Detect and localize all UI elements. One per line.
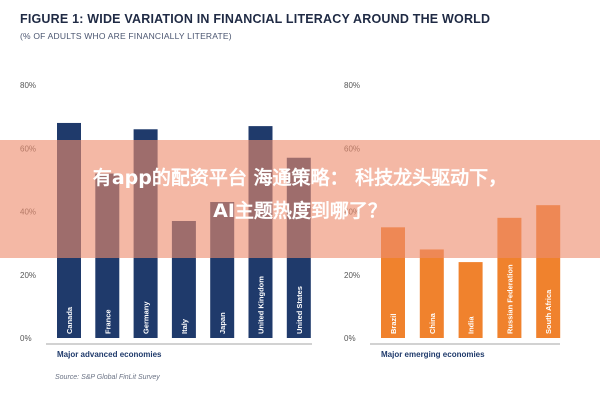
banner-overlay	[0, 140, 600, 258]
x-axis-label: Major advanced economies	[57, 350, 162, 359]
category-label: Canada	[65, 306, 74, 334]
category-label: Italy	[180, 318, 189, 334]
bar-india	[458, 262, 483, 338]
source-note: Source: S&P Global FinLit Survey	[55, 374, 160, 381]
category-label: Japan	[218, 312, 227, 334]
banner-headline-line1: 有app的配资平台 海通策略： 科技龙头驱动下，	[92, 167, 508, 189]
y-tick-label: 0%	[344, 334, 356, 343]
figure-title: FIGURE 1: WIDE VARIATION IN FINANCIAL LI…	[20, 12, 491, 26]
category-label: United Kingdom	[257, 276, 266, 334]
banner-headline-line2: AI主题热度到哪了？	[213, 200, 387, 222]
category-label: United States	[295, 286, 304, 334]
category-label: Germany	[142, 301, 151, 334]
banner-headline[interactable]: 有app的配资平台 海通策略： 科技龙头驱动下， AI主题热度到哪了？	[0, 162, 600, 228]
y-tick-label: 0%	[20, 334, 32, 343]
category-label: Brazil	[389, 314, 398, 334]
category-label: China	[428, 312, 437, 334]
y-tick-label: 20%	[20, 271, 36, 280]
category-label: Russian Federation	[505, 264, 514, 334]
x-axis-label: Major emerging economies	[381, 350, 485, 359]
y-tick-label: 80%	[344, 81, 360, 90]
category-label: France	[103, 309, 112, 334]
y-tick-label: 20%	[344, 271, 360, 280]
bar-china	[419, 249, 444, 338]
category-label: India	[467, 316, 476, 334]
y-tick-label: 80%	[20, 81, 36, 90]
figure-subtitle: (% OF ADULTS WHO ARE FINANCIALLY LITERAT…	[20, 31, 232, 41]
category-label: South Africa	[544, 289, 553, 334]
